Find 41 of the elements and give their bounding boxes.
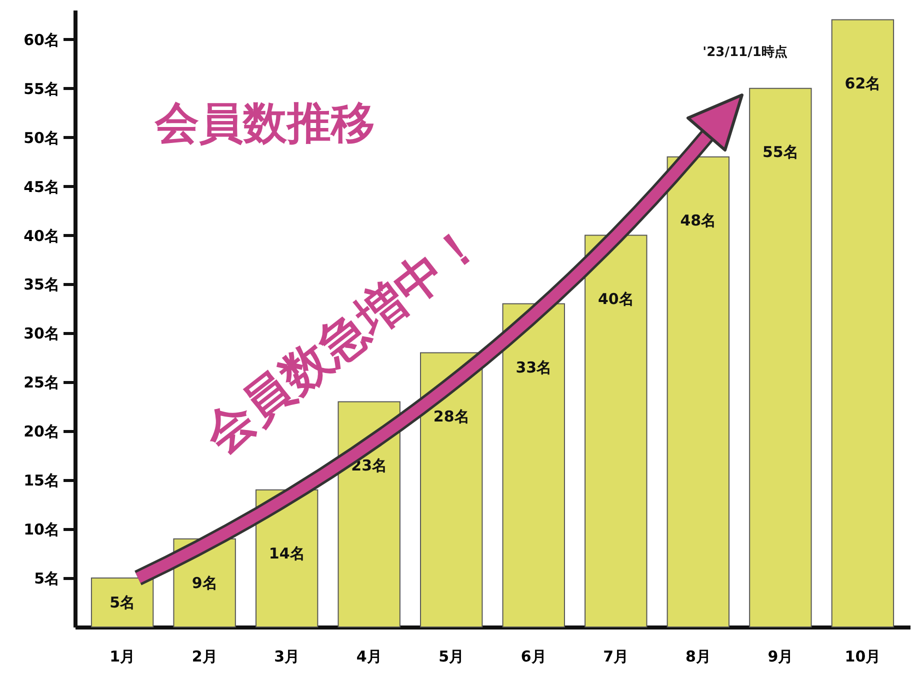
bar xyxy=(584,234,648,628)
x-tick-label: 1月 xyxy=(110,648,136,666)
data-label: 5名 xyxy=(110,594,136,612)
x-tick-label: 8月 xyxy=(685,648,711,666)
data-label: 28名 xyxy=(433,407,470,426)
y-tick-label: 60名 xyxy=(24,30,60,49)
data-label: 9名 xyxy=(192,574,218,592)
y-tick-label: 15名 xyxy=(24,472,60,490)
bar xyxy=(666,156,730,628)
y-tick-label: 55名 xyxy=(24,80,60,98)
x-tick-label: 10月 xyxy=(844,648,881,666)
bar xyxy=(749,88,812,628)
x-tick-label: 4月 xyxy=(356,648,382,666)
x-tick-label: 2月 xyxy=(192,648,218,666)
y-tick-label: 50名 xyxy=(24,128,60,147)
x-tick-label: 3月 xyxy=(274,648,300,666)
y-tick-label: 45名 xyxy=(24,178,60,196)
y-tick-label: 35名 xyxy=(24,276,60,294)
data-label: 40名 xyxy=(598,290,634,308)
annotation: '23/11/1時点 xyxy=(702,44,788,60)
data-label: 62名 xyxy=(844,74,881,92)
data-label: 55名 xyxy=(762,143,798,162)
bar xyxy=(90,578,154,628)
bar xyxy=(420,352,483,628)
x-tick-label: 5月 xyxy=(438,648,464,666)
data-label: 33名 xyxy=(516,358,552,376)
bar xyxy=(502,303,565,628)
y-tick-label: 40名 xyxy=(24,226,60,245)
data-label: 14名 xyxy=(268,544,305,563)
x-tick-label: 9月 xyxy=(768,648,794,666)
bar xyxy=(831,19,894,628)
x-tick-label: 7月 xyxy=(603,648,629,666)
bar xyxy=(338,401,400,628)
y-tick-label: 30名 xyxy=(24,324,60,343)
y-tick-label: 20名 xyxy=(24,422,60,441)
y-tick-label: 10名 xyxy=(24,520,60,539)
y-tick-label: 25名 xyxy=(24,374,60,392)
y-tick-label: 5名 xyxy=(34,570,60,588)
data-label: 48名 xyxy=(680,212,716,230)
x-tick-label: 6月 xyxy=(520,648,546,666)
text: 会員数推移 xyxy=(154,98,375,149)
